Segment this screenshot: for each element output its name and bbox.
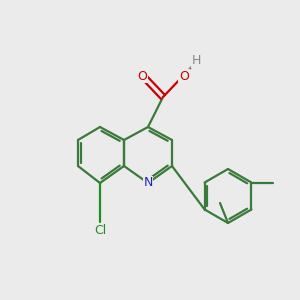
Text: H: H — [191, 55, 201, 68]
Text: O: O — [137, 70, 147, 83]
Text: O: O — [179, 70, 189, 83]
Text: Cl: Cl — [94, 224, 106, 236]
Text: N: N — [143, 176, 153, 190]
